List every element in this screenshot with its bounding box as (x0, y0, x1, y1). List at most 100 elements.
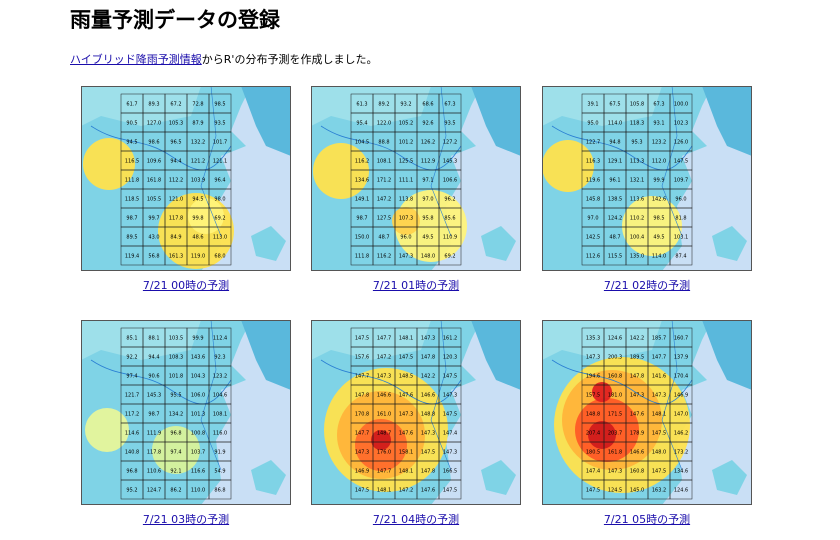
grid-value: 92.3 (214, 355, 225, 361)
forecast-caption-link[interactable]: 7/21 03時の予測 (142, 513, 230, 526)
grid-value: 157.5 (586, 393, 600, 399)
grid-value: 98.7 (126, 216, 137, 222)
forecast-cell: 85.1 88.1 103.5 99.9 112.4 92.2 94.4 108.3 143.6… (81, 320, 291, 527)
grid-value: 109.7 (674, 178, 688, 184)
grid-value: 49.5 (653, 235, 664, 241)
grid-cell (438, 245, 462, 266)
boundary-line (200, 320, 222, 471)
grid-value: 116.5 (125, 159, 139, 165)
grid-value: 121.1 (213, 159, 227, 165)
grid-value: 94.8 (609, 140, 620, 146)
land-northeast (702, 320, 752, 390)
grid-value: 149.1 (355, 197, 369, 203)
grid-value: 106.0 (191, 393, 205, 399)
grid-value: 94.4 (170, 159, 181, 165)
grid-value: 121.0 (169, 197, 183, 203)
forecast-caption-link[interactable]: 7/21 01時の予測 (372, 279, 460, 292)
grid-value: 181.0 (608, 393, 622, 399)
land-northeast (241, 320, 291, 390)
page-title: 雨量予測データの登録 (70, 8, 280, 32)
grid-value: 127.0 (147, 121, 161, 127)
grid-value: 147.3 (443, 450, 457, 456)
grid-value: 110.0 (191, 488, 205, 494)
grid-value: 67.3 (444, 102, 455, 108)
grid-value: 147.6 (630, 412, 644, 418)
forecast-cell: 61.7 89.3 67.2 72.8 98.5 90.5 127.0 105.3 87.9 93… (81, 86, 291, 293)
grid-value: 147.3 (608, 469, 622, 475)
grid-value: 148.1 (399, 336, 413, 342)
grid-value: 147.2 (377, 355, 391, 361)
island (481, 226, 516, 261)
river-line (90, 125, 232, 171)
grid-value: 97.0 (422, 197, 433, 203)
map-frame (311, 86, 521, 271)
grid-value: 98.6 (148, 140, 159, 146)
grid-value: 173.2 (674, 450, 688, 456)
grid-value: 148.0 (421, 254, 435, 260)
grid-value: 116.0 (213, 431, 227, 437)
grid-value: 61.7 (126, 102, 137, 108)
land-highland (81, 86, 201, 126)
grid-value: 111.1 (399, 178, 413, 184)
grid-value: 146.6 (630, 450, 644, 456)
map-frame (311, 320, 521, 505)
land-highland (542, 320, 662, 360)
grid-value: 146.6 (377, 393, 391, 399)
grid-value: 103.1 (674, 235, 688, 241)
rain-area (188, 198, 224, 234)
grid-value: 157.6 (355, 355, 369, 361)
grid-value: 97.1 (422, 178, 433, 184)
hybrid-rain-forecast-link[interactable]: ハイブリッド降雨予測情報 (70, 53, 202, 66)
forecast-cell: 135.3 124.6 142.2 185.7 160.7 147.3 200.3 189.5… (542, 320, 752, 527)
grid-value: 134.2 (169, 412, 183, 418)
grid-value: 101.2 (399, 140, 413, 146)
grid-value: 123.2 (213, 374, 227, 380)
grid-value: 150.0 (355, 235, 369, 241)
grid-value: 101.7 (213, 140, 227, 146)
grid-value: 113.3 (630, 159, 644, 165)
grid-value: 147.7 (355, 374, 369, 380)
grid-value: 118.3 (630, 121, 644, 127)
forecast-caption-link[interactable]: 7/21 04時の予測 (372, 513, 460, 526)
grid-value: 147.3 (377, 374, 391, 380)
grid-value: 147.3 (399, 254, 413, 260)
forecast-caption-link[interactable]: 7/21 00時の予測 (142, 279, 230, 292)
rain-forecast-map: 85.1 88.1 103.5 99.9 112.4 92.2 94.4 108.3 143.6… (81, 320, 291, 505)
grid-value: 43.0 (148, 235, 159, 241)
grid-value: 147.3 (586, 355, 600, 361)
grid-value: 48.7 (609, 235, 620, 241)
grid-value: 148.5 (399, 374, 413, 380)
grid-cell (438, 479, 462, 500)
grid-value: 180.5 (586, 450, 600, 456)
grid-value: 148.1 (399, 469, 413, 475)
grid-value: 106.6 (443, 178, 457, 184)
rain-area (85, 408, 129, 452)
grid-value: 89.3 (148, 102, 159, 108)
grid-value: 97.4 (170, 450, 181, 456)
grid-value: 96.0 (400, 235, 411, 241)
grid-value: 85.6 (444, 216, 455, 222)
grid-value: 145.0 (630, 488, 644, 494)
forecast-caption-link[interactable]: 7/21 05時の予測 (603, 513, 691, 526)
grid-value: 86.2 (170, 488, 181, 494)
forecast-caption-link[interactable]: 7/21 02時の予測 (603, 279, 691, 292)
rain-area (152, 426, 200, 474)
grid-value: 98.5 (653, 216, 664, 222)
grid-value: 109.6 (147, 159, 161, 165)
grid-value: 84.9 (170, 235, 181, 241)
grid-value: 143.6 (191, 355, 205, 361)
grid-value: 148.8 (586, 412, 600, 418)
grid-value: 90.5 (126, 121, 137, 127)
grid-value: 134.6 (674, 469, 688, 475)
grid-value: 146.9 (674, 393, 688, 399)
grid-value: 96.0 (675, 197, 686, 203)
grid-value: 99.9 (653, 178, 664, 184)
rain-area (392, 207, 420, 235)
grid-value: 112.9 (421, 159, 435, 165)
grid-value: 147.8 (421, 469, 435, 475)
grid-value: 161.0 (377, 412, 391, 418)
grid-value: 48.6 (192, 235, 203, 241)
rain-forecast-map: 135.3 124.6 142.2 185.7 160.7 147.3 200.3 189.5… (542, 320, 752, 505)
grid-value: 85.1 (126, 336, 137, 342)
grid-value: 88.1 (148, 336, 159, 342)
